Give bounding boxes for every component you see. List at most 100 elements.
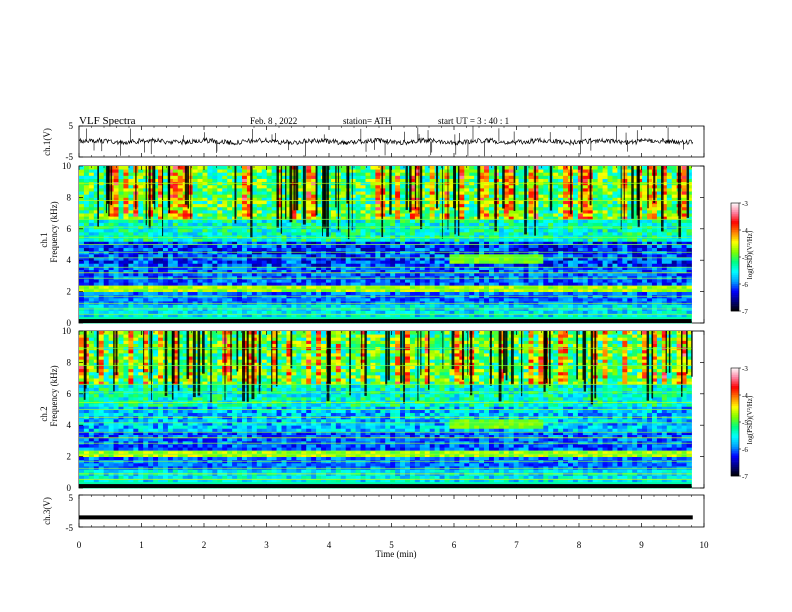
spectrogram-cell — [355, 216, 361, 220]
spectrogram-cell — [88, 235, 95, 239]
spectrogram-cell — [281, 219, 287, 223]
spectrogram-cell — [479, 203, 485, 208]
spectrogram-cell — [533, 301, 539, 305]
spectrogram-cell — [464, 301, 470, 305]
spectrogram-cell — [207, 260, 213, 264]
spectrogram-cell — [192, 304, 198, 308]
spectrogram-cell — [153, 172, 159, 176]
spectrogram-cell — [251, 187, 258, 192]
spectrogram-cell — [459, 272, 465, 277]
spectrogram-cell — [439, 288, 445, 292]
spectrogram-cell — [444, 279, 450, 283]
spectrogram-cell — [484, 238, 490, 242]
spectrogram-cell — [518, 297, 524, 302]
spectrogram-cell — [128, 288, 134, 292]
spectrogram-cell — [365, 304, 371, 308]
spectrogram-cell — [172, 213, 179, 217]
spectrogram-cell — [266, 197, 273, 201]
spectrogram-cell — [222, 285, 228, 289]
spectrogram-cell — [395, 184, 401, 189]
spectrogram-cell — [340, 222, 347, 227]
spectrogram-cell — [395, 238, 401, 242]
spectrogram-cell — [390, 231, 396, 236]
spectrogram-cell — [108, 272, 114, 277]
spectrogram-cell — [148, 169, 154, 173]
spectrogram-cell — [118, 247, 124, 252]
spectrogram-cell — [256, 310, 263, 314]
spectrogram-cell — [459, 301, 465, 305]
spectrogram-cell — [192, 187, 198, 192]
spectrogram-cell — [350, 266, 357, 271]
spectrogram-cell — [350, 222, 357, 227]
spectrogram-cell — [513, 219, 520, 223]
spectrogram-cell — [83, 213, 90, 217]
spectrogram-cell — [360, 247, 366, 252]
spectrogram-cell — [414, 291, 421, 296]
spectrogram-cell — [148, 291, 154, 296]
spectrogram-cell — [306, 253, 312, 258]
spectrogram-cell — [395, 166, 401, 170]
spectrogram-cell — [276, 191, 282, 195]
spectrogram-cell — [508, 275, 515, 280]
spectrogram-cell — [138, 313, 144, 318]
spectrogram-cell — [93, 288, 100, 292]
spectrogram-cell — [340, 172, 347, 176]
spectrogram-cell — [528, 253, 534, 258]
spectrogram-cell — [424, 222, 431, 227]
spectrogram-cell — [162, 231, 169, 236]
spectrogram-cell — [538, 275, 544, 280]
spectrogram-cell — [217, 235, 223, 239]
spectrogram-cell — [484, 241, 490, 245]
spectrogram-cell — [217, 194, 223, 198]
spectrogram-cell — [370, 197, 376, 201]
spectrogram-cell — [523, 253, 529, 258]
spectrogram-cell — [88, 282, 95, 286]
spectrogram-cell — [167, 219, 174, 223]
spectrogram-cell — [330, 213, 337, 217]
spectrogram-cell — [503, 275, 510, 280]
spectrogram-cell — [93, 269, 100, 274]
spectrogram-cell — [232, 316, 238, 321]
spectrogram-cell — [488, 184, 495, 189]
spectrogram-cell — [256, 253, 263, 258]
spectrogram-cell — [98, 263, 105, 267]
spectrogram-cell — [360, 184, 366, 189]
spectrogram-cell — [79, 310, 85, 314]
spectrogram-cell — [192, 238, 198, 242]
spectrogram-cell — [256, 282, 263, 286]
spectrogram-cell — [242, 282, 248, 286]
spectrogram-cell — [187, 266, 194, 271]
spectrogram-cell — [350, 206, 357, 211]
spectrogram-cell — [414, 191, 421, 195]
spectrogram-cell — [306, 244, 312, 249]
spectrogram-cell — [385, 197, 391, 201]
spectrogram-cell — [370, 203, 376, 208]
spectrogram-cell — [172, 194, 179, 198]
spectrogram-cell — [222, 166, 228, 170]
spectrogram-cell — [395, 209, 401, 214]
spectrogram-cell — [444, 288, 450, 292]
spectrogram-cell — [202, 209, 208, 214]
spectrogram-cell — [217, 238, 223, 242]
spectrogram-cell — [375, 200, 381, 205]
spectrogram-cell — [88, 191, 95, 195]
spectrogram-cell — [454, 194, 460, 198]
spectrogram-cell — [409, 260, 416, 264]
spectrogram-cell — [316, 206, 322, 211]
spectrogram-cell — [498, 216, 505, 220]
spectrogram-cell — [523, 304, 529, 308]
spectrogram-cell — [133, 310, 139, 314]
spectrogram-cell — [498, 247, 505, 252]
spectrogram-cell — [98, 310, 105, 314]
spectrogram-cell — [449, 216, 455, 220]
spectrogram-cell — [237, 184, 243, 189]
spectrogram-cell — [128, 304, 134, 308]
spectrogram-cell — [177, 241, 184, 245]
spectrogram-cell — [232, 244, 238, 249]
spectrogram-cell — [123, 285, 129, 289]
spectrogram-cell — [291, 222, 297, 227]
spectrogram-cell — [301, 297, 307, 302]
spectrogram-cell — [286, 263, 292, 267]
spectrogram-cell — [400, 184, 406, 189]
spectrogram-cell — [548, 213, 554, 217]
